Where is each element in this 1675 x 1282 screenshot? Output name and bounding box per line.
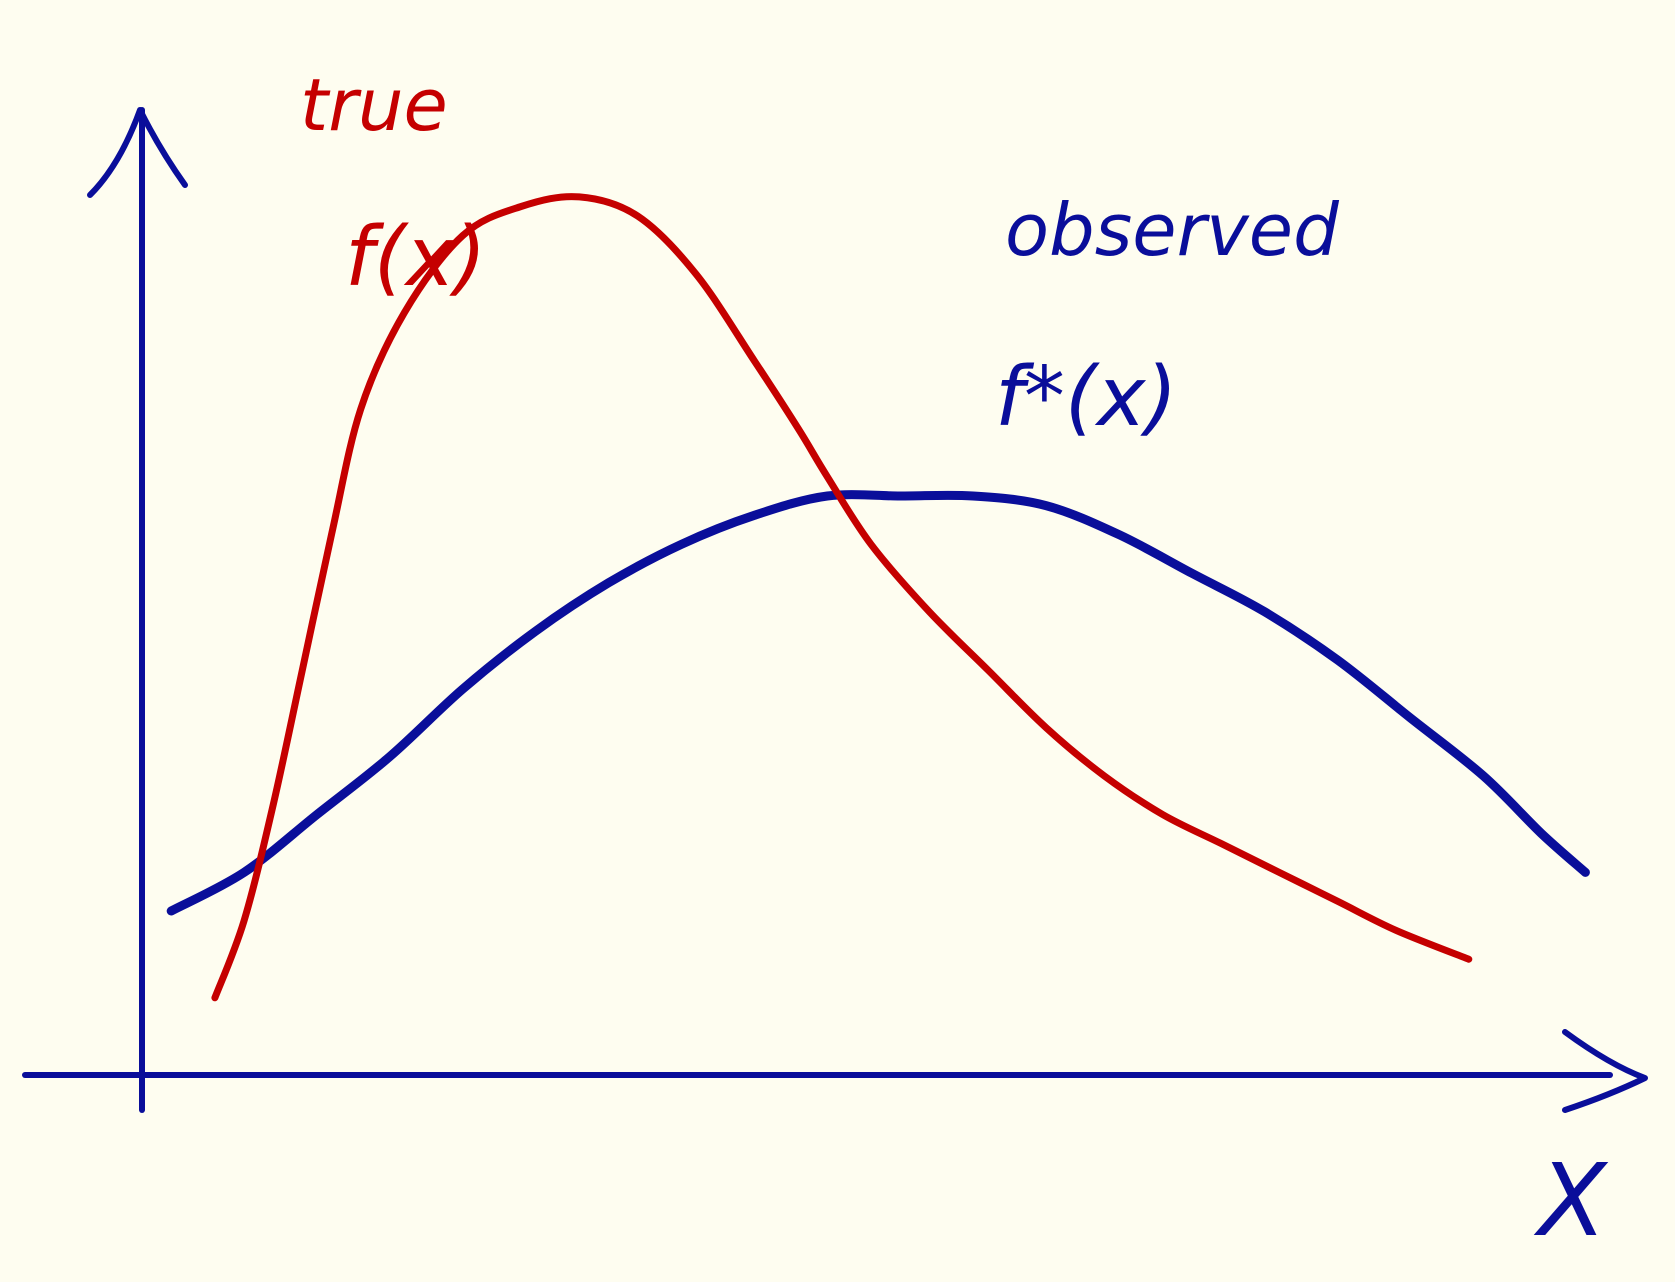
observed-curve bbox=[166, 490, 1590, 916]
true-label: true bbox=[300, 63, 448, 147]
true-curve bbox=[211, 193, 1473, 1002]
axes bbox=[22, 107, 1648, 1113]
observed-label: observed bbox=[1005, 188, 1340, 272]
x-axis-label: X bbox=[1533, 1142, 1609, 1259]
x-axis-arrowhead bbox=[1562, 1029, 1648, 1113]
y-axis-arrowhead bbox=[87, 107, 188, 198]
true-function-label: f(x) bbox=[345, 210, 486, 305]
observed-function-label: f*(x) bbox=[995, 350, 1177, 445]
